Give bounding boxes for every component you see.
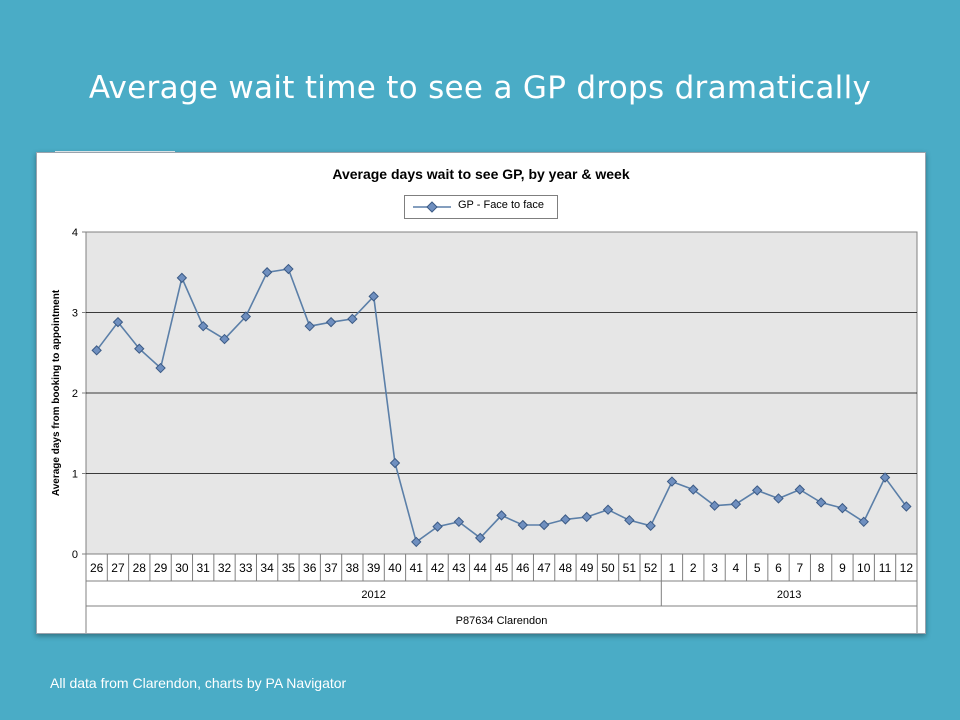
- data-point: [453, 516, 465, 528]
- y-tick-label: 3: [72, 308, 78, 320]
- legend-label: GP - Face to face: [458, 199, 545, 211]
- data-point: [496, 510, 507, 521]
- x-tick-label: 51: [623, 561, 637, 575]
- data-point: [176, 272, 188, 284]
- data-point: [112, 316, 124, 328]
- data-point: [389, 457, 401, 469]
- x-tick-label: 33: [239, 561, 253, 575]
- data-point: [858, 516, 869, 528]
- site-label: P87634 Clarendon: [456, 615, 548, 627]
- y-tick-label: 1: [72, 469, 78, 481]
- x-tick-label: 45: [495, 561, 509, 575]
- data-point: [219, 333, 230, 345]
- data-point: [709, 500, 720, 511]
- x-tick-label: 12: [900, 561, 914, 575]
- x-tick-label: 46: [516, 561, 530, 575]
- y-tick-label: 2: [72, 388, 78, 400]
- footer-credit: All data from Clarendon, charts by PA Na…: [50, 675, 347, 691]
- x-tick-label: 52: [644, 561, 658, 575]
- data-point: [517, 519, 529, 531]
- line-chart: Average days wait to see GP, by year & w…: [51, 166, 918, 633]
- data-point: [624, 514, 635, 526]
- x-tick-label: 26: [90, 561, 104, 575]
- data-point: [560, 514, 571, 525]
- data-point: [751, 485, 763, 496]
- x-tick-label: 6: [775, 561, 782, 575]
- x-tick-label: 35: [282, 561, 296, 575]
- data-point: [368, 291, 379, 302]
- x-tick-label: 28: [133, 561, 147, 575]
- data-point: [325, 316, 337, 328]
- data-point: [794, 484, 806, 495]
- x-tick-label: 32: [218, 561, 232, 575]
- x-tick-label: 34: [260, 561, 274, 575]
- chart-title: Average days wait to see GP, by year & w…: [332, 166, 629, 182]
- data-point: [901, 501, 912, 512]
- data-point: [538, 519, 550, 531]
- data-point: [645, 520, 656, 532]
- x-tick-label: 38: [346, 561, 360, 575]
- x-tick-label: 10: [857, 561, 871, 575]
- data-point: [602, 504, 614, 515]
- x-tick-label: 37: [324, 561, 338, 575]
- data-point: [815, 497, 827, 508]
- data-point: [134, 343, 145, 354]
- x-tick-label: 36: [303, 561, 317, 575]
- data-point: [240, 311, 252, 322]
- x-tick-label: 7: [796, 561, 803, 575]
- y-tick-label: 4: [72, 227, 78, 239]
- x-tick-label: 47: [537, 561, 551, 575]
- data-point: [197, 320, 209, 332]
- x-tick-label: 5: [754, 561, 761, 575]
- x-tick-label: 48: [559, 561, 573, 575]
- x-tick-label: 31: [197, 561, 211, 575]
- slide-title: Average wait time to see a GP drops dram…: [88, 70, 872, 106]
- data-point: [666, 476, 678, 487]
- data-point: [688, 484, 699, 495]
- legend-marker-icon: [413, 201, 451, 213]
- data-point: [432, 521, 443, 532]
- data-point: [837, 502, 848, 514]
- x-tick-label: 50: [601, 561, 615, 575]
- data-point: [879, 472, 891, 483]
- x-tick-label: 27: [111, 561, 125, 575]
- data-point: [773, 493, 784, 504]
- x-tick-label: 4: [733, 561, 740, 575]
- x-tick-label: 44: [474, 561, 488, 575]
- chart-container: Average days wait to see GP, by year & w…: [36, 152, 926, 634]
- year-label: 2013: [777, 589, 801, 601]
- y-axis-label: Average days from booking to appointment: [51, 289, 62, 496]
- x-tick-label: 2: [690, 561, 697, 575]
- data-point: [730, 498, 742, 510]
- data-point: [581, 511, 592, 523]
- x-tick-label: 41: [410, 561, 424, 575]
- data-point: [91, 345, 102, 356]
- legend: GP - Face to face: [404, 195, 558, 219]
- x-tick-label: 1: [669, 561, 676, 575]
- y-tick-label: 0: [72, 549, 78, 561]
- data-point: [347, 313, 358, 325]
- x-tick-label: 29: [154, 561, 168, 575]
- x-tick-label: 40: [388, 561, 402, 575]
- x-tick-label: 49: [580, 561, 594, 575]
- data-point: [261, 267, 273, 278]
- x-tick-label: 43: [452, 561, 466, 575]
- x-tick-label: 39: [367, 561, 381, 575]
- year-label: 2012: [361, 589, 385, 601]
- x-tick-label: 11: [879, 561, 892, 575]
- data-point: [411, 536, 422, 548]
- x-tick-label: 8: [818, 561, 825, 575]
- x-tick-label: 42: [431, 561, 445, 575]
- data-point: [304, 320, 315, 332]
- data-point: [474, 532, 486, 544]
- x-tick-label: 3: [711, 561, 718, 575]
- data-point: [155, 362, 166, 374]
- x-tick-label: 9: [839, 561, 846, 575]
- x-tick-label: 30: [175, 561, 189, 575]
- data-point: [283, 263, 294, 275]
